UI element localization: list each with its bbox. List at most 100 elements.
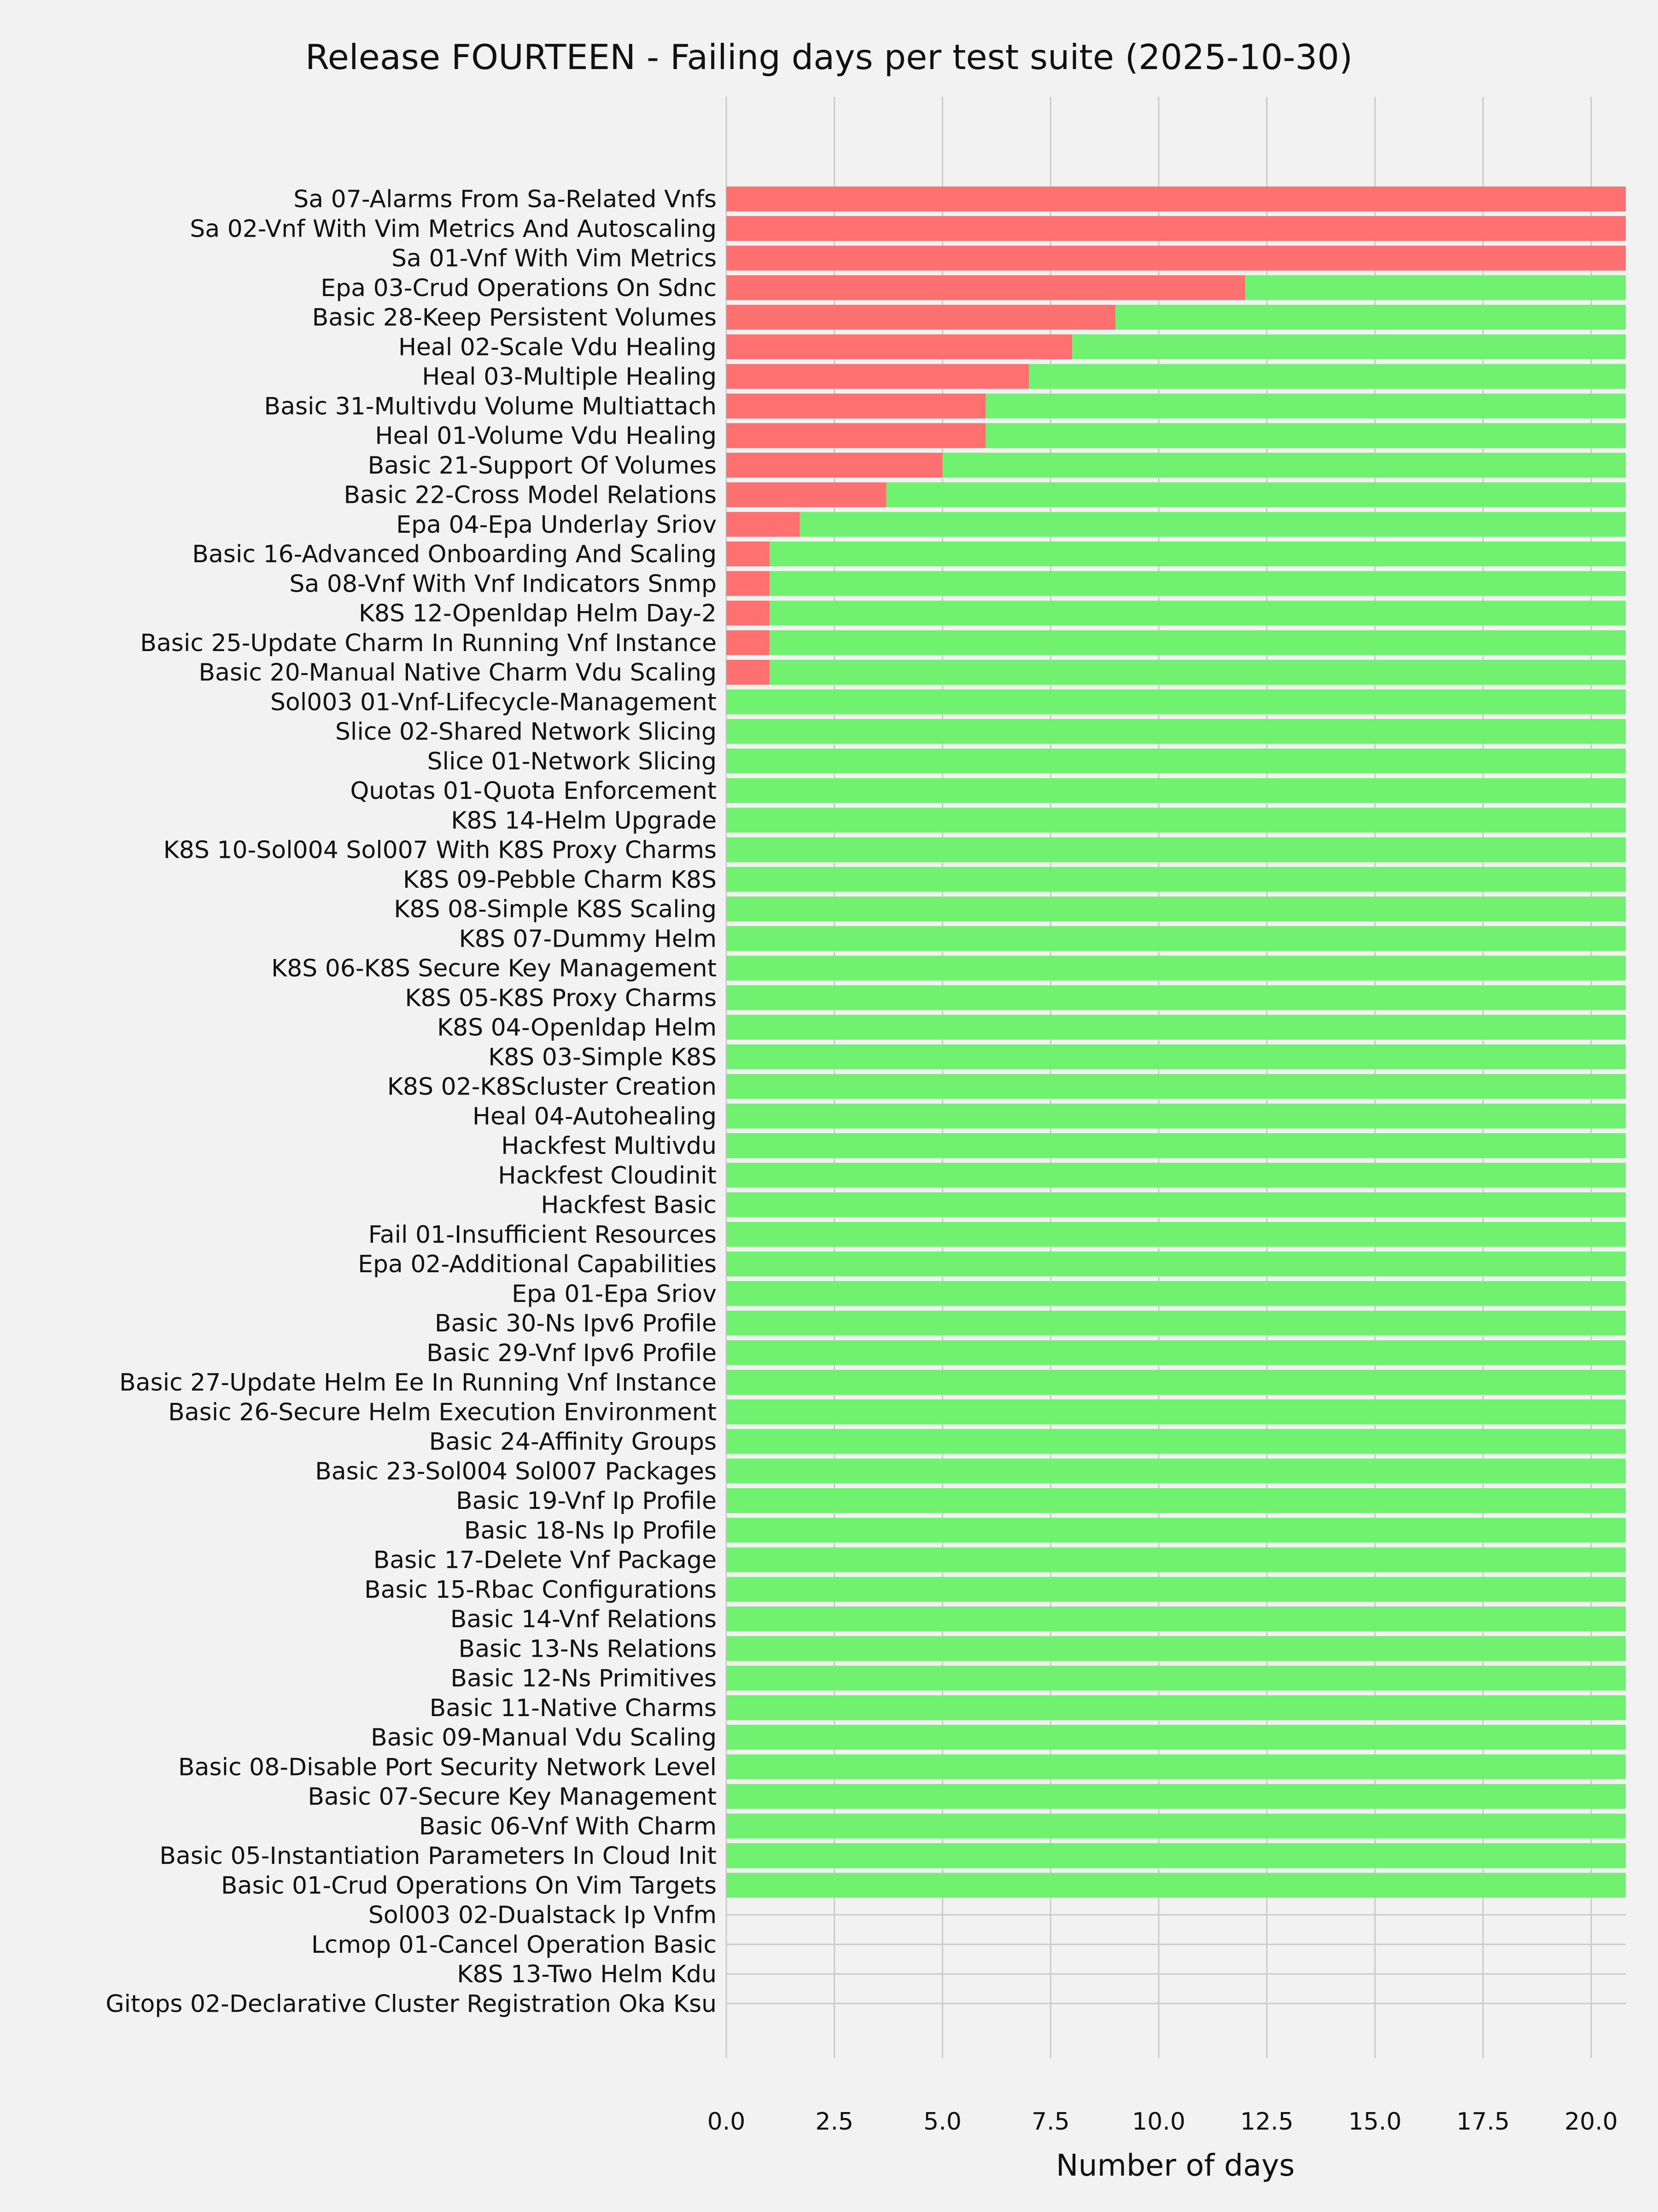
passing-bar: [726, 1103, 1626, 1129]
y-tick-label: Basic 29-Vnf Ipv6 Profile: [426, 1339, 717, 1367]
failing-bar: [726, 482, 887, 507]
y-tick-label: Basic 20-Manual Native Charm Vdu Scaling: [198, 659, 717, 687]
failing-bar: [726, 600, 770, 626]
y-tick-label: Epa 04-Epa Underlay Sriov: [396, 511, 717, 539]
y-tick-label: Sol003 01-Vnf-Lifecycle-Management: [270, 688, 717, 716]
y-tick-label: Basic 26-Secure Helm Execution Environme…: [168, 1398, 717, 1426]
y-tick-label: Heal 04-Autohealing: [473, 1103, 717, 1130]
passing-bar: [726, 1192, 1626, 1217]
passing-bar: [769, 571, 1626, 596]
passing-bar: [726, 1754, 1626, 1780]
passing-bar: [726, 1310, 1626, 1336]
passing-bar: [726, 808, 1626, 833]
y-tick-label: Basic 06-Vnf With Charm: [419, 1813, 717, 1840]
x-tick-label: 15.0: [1349, 2108, 1402, 2136]
y-tick-label: K8S 02-K8Scluster Creation: [387, 1073, 717, 1101]
y-tick-label: Sa 02-Vnf With Vim Metrics And Autoscali…: [190, 215, 717, 243]
passing-bar: [726, 1133, 1626, 1158]
passing-bar: [726, 1458, 1626, 1484]
x-tick-label: 2.5: [815, 2108, 853, 2136]
chart-title: Release FOURTEEN - Failing days per test…: [305, 37, 1353, 77]
passing-bar: [726, 926, 1626, 951]
x-tick-label: 12.5: [1240, 2108, 1294, 2136]
x-tick-label: 0.0: [707, 2108, 746, 2136]
passing-bar: [726, 1725, 1626, 1750]
failing-bar: [726, 541, 770, 566]
x-tick-label: 7.5: [1032, 2108, 1070, 2136]
y-tick-label: Hackfest Cloudinit: [498, 1162, 717, 1189]
y-tick-label: Hackfest Basic: [541, 1192, 717, 1219]
y-tick-label: Sa 07-Alarms From Sa-Related Vnfs: [293, 186, 717, 213]
y-tick-label: Fail 01-Insufficient Resources: [368, 1221, 717, 1249]
y-tick-label: Basic 21-Support Of Volumes: [368, 452, 717, 479]
passing-bar: [726, 748, 1626, 774]
passing-bar: [726, 1636, 1626, 1661]
bars: [726, 186, 1626, 1898]
y-tick-label: K8S 12-Openldap Helm Day-2: [359, 600, 717, 628]
y-tick-label: K8S 09-Pebble Charm K8S: [403, 866, 717, 894]
passing-bar: [726, 837, 1626, 862]
y-tick-label: Slice 01-Network Slicing: [427, 748, 717, 775]
passing-bar: [726, 1399, 1626, 1425]
passing-bar: [769, 541, 1626, 566]
passing-bar: [726, 1488, 1626, 1513]
passing-bar: [1245, 275, 1626, 300]
passing-bar: [726, 719, 1626, 744]
x-tick-labels: 0.0 2.5 5.0 7.5 10.0 12.5 15.0 17.5 20.0: [707, 2108, 1618, 2136]
y-tick-label: Epa 03-Crud Operations On Sdnc: [321, 274, 717, 302]
y-tick-label: Sa 01-Vnf With Vim Metrics: [391, 245, 717, 273]
passing-bar: [769, 600, 1626, 626]
y-tick-label: Epa 02-Additional Capabilities: [358, 1251, 717, 1278]
passing-bar: [1029, 364, 1626, 389]
y-tick-label: Sa 08-Vnf With Vnf Indicators Snmp: [289, 570, 717, 598]
passing-bar: [769, 630, 1626, 655]
passing-bar: [726, 1340, 1626, 1365]
y-tick-label: Gitops 02-Declarative Cluster Registrati…: [105, 1990, 717, 2018]
y-tick-label: Basic 07-Secure Key Management: [308, 1783, 717, 1811]
y-tick-label: K8S 06-K8S Secure Key Management: [271, 955, 717, 983]
y-tick-label: Basic 18-Ns Ip Profile: [464, 1517, 717, 1544]
passing-bar: [886, 482, 1626, 507]
passing-bar: [1072, 334, 1626, 360]
failing-bar: [726, 216, 1626, 241]
passing-bar: [726, 1695, 1626, 1720]
y-tick-label: Basic 19-Vnf Ip Profile: [456, 1487, 717, 1515]
y-tick-label: Hackfest Multivdu: [501, 1132, 717, 1160]
y-tick-label: Basic 25-Update Charm In Running Vnf Ins…: [140, 629, 717, 657]
y-tick-label: K8S 10-Sol004 Sol007 With K8S Proxy Char…: [163, 837, 717, 864]
failing-bar: [726, 334, 1073, 360]
passing-bar: [726, 689, 1626, 715]
y-tick-label: Basic 17-Delete Vnf Package: [374, 1547, 717, 1574]
failing-bar: [726, 512, 800, 537]
passing-bar: [986, 423, 1626, 448]
passing-bar: [726, 1607, 1626, 1631]
y-tick-label: Basic 11-Native Charms: [430, 1694, 717, 1722]
passing-bar: [726, 1044, 1626, 1070]
passing-bar: [726, 1665, 1626, 1691]
passing-bar: [726, 867, 1626, 892]
y-tick-label: Basic 13-Ns Relations: [459, 1635, 717, 1663]
passing-bar: [726, 985, 1626, 1010]
y-tick-label: Basic 09-Manual Vdu Scaling: [371, 1724, 717, 1752]
failing-bar: [726, 453, 943, 478]
y-tick-label: Basic 12-Ns Primitives: [450, 1665, 717, 1693]
passing-bar: [726, 1518, 1626, 1543]
y-tick-label: Basic 30-Ns Ipv6 Profile: [435, 1310, 717, 1338]
y-tick-label: Epa 01-Epa Sriov: [512, 1280, 717, 1308]
failing-bar: [726, 393, 986, 419]
passing-bar: [726, 1547, 1626, 1572]
passing-bar: [726, 1281, 1626, 1306]
y-tick-label: Basic 16-Advanced Onboarding And Scaling: [192, 541, 717, 568]
failing-bar: [726, 571, 770, 596]
passing-bar: [726, 896, 1626, 921]
failing-bar: [726, 186, 1626, 211]
x-tick-label: 5.0: [923, 2108, 962, 2136]
y-tick-label: Basic 14-Vnf Relations: [450, 1606, 717, 1633]
passing-bar: [726, 1222, 1626, 1247]
passing-bar: [800, 512, 1626, 537]
y-tick-label: K8S 04-Openldap Helm: [437, 1014, 717, 1042]
passing-bar: [726, 1015, 1626, 1040]
failing-bar: [726, 364, 1029, 389]
